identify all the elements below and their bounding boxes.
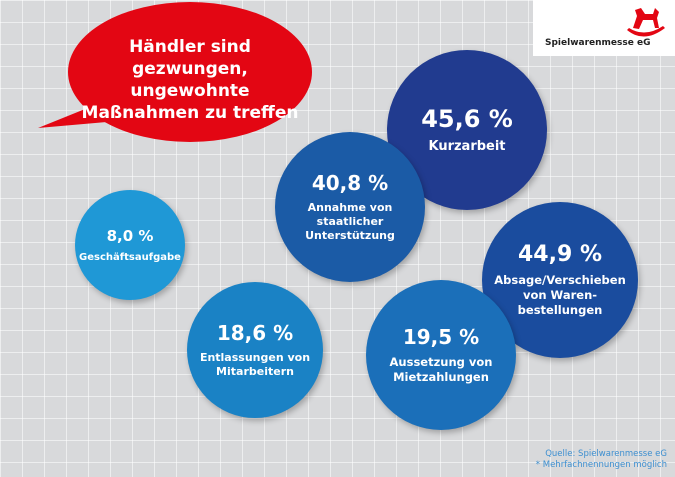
bubble-label: Kurzarbeit [428, 138, 506, 154]
brand-logo: Spielwarenmesse eG [533, 0, 675, 56]
rocking-horse-icon [627, 8, 665, 37]
footnote: * Mehrfachnennungen möglich [535, 460, 667, 470]
source-note: Quelle: Spielwarenmesse eG * Mehrfachnen… [536, 449, 667, 471]
bubble-5: 8,0 % Geschäftsaufgabe [75, 190, 185, 300]
bubble-value: 40,8 % [311, 170, 389, 195]
source: Quelle: Spielwarenmesse eG [545, 449, 667, 459]
bubble-label: Geschäftsaufgabe [79, 251, 181, 263]
bubble-value: 8,0 % [106, 226, 154, 245]
bubble-3: 19,5 % Aussetzung von Mietzahlungen [366, 280, 516, 430]
bubble-0: 45,6 % Kurzarbeit [387, 50, 547, 210]
bubble-label: Annahme von staatlicher Unterstützung [305, 200, 395, 243]
bubble-value: 45,6 % [421, 104, 513, 133]
bubble-4: 18,6 % Entlassungen von Mitarbeitern [187, 282, 323, 418]
bubble-label: Absage/Verschieben von Waren-bestellunge… [494, 273, 626, 317]
bubble-value: 18,6 % [216, 320, 294, 345]
brand-name: Spielwarenmesse eG [545, 38, 651, 48]
bubble-value: 44,9 % [518, 242, 602, 268]
headline: Händler sind gezwungen, ungewohnte Maßna… [81, 37, 299, 123]
speech-bubble [38, 2, 312, 142]
bubble-label: Entlassungen von Mitarbeitern [199, 350, 311, 378]
bubble-value: 19,5 % [402, 325, 480, 350]
bubble-label: Aussetzung von Mietzahlungen [389, 355, 493, 384]
bubble-2: 40,8 % Annahme von staatlicher Unterstütz… [275, 132, 425, 282]
